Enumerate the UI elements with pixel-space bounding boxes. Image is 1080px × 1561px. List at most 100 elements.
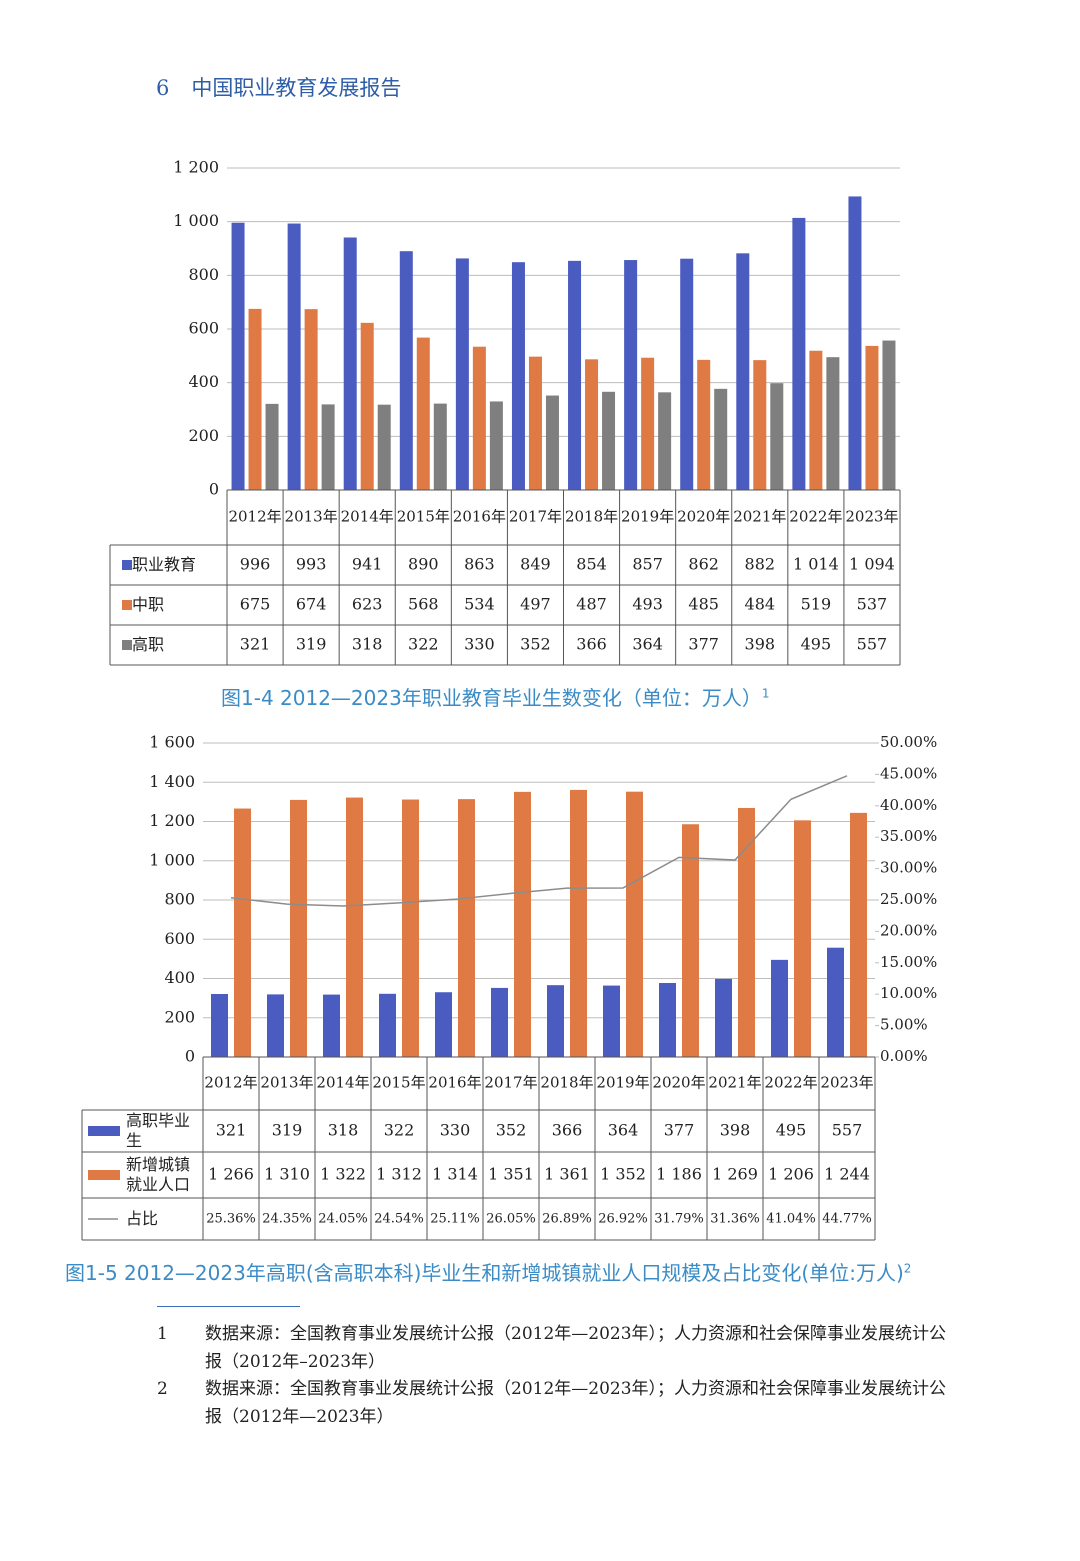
bar [736,253,750,490]
y2-tick-label: 15.00% [880,953,937,971]
y-tick-label: 1 400 [149,772,195,791]
bar [528,356,542,490]
x-tick-label: 2018年 [565,508,618,526]
x-tick-label: 2016年 [453,508,506,526]
x-tick-label: 2016年 [428,1074,481,1092]
bar [547,985,564,1057]
bar [323,994,340,1057]
table-value: 941 [352,555,383,574]
table-value: 352 [496,1121,527,1140]
y2-tick-label: 0.00% [880,1047,928,1065]
bar [511,262,525,490]
y-tick-label: 600 [188,319,219,338]
bar [433,403,447,490]
bar [472,346,486,490]
table-value: 537 [857,595,888,614]
legend-label: 新增城镇就业人口 [126,1155,191,1194]
bar [234,808,251,1057]
table-value: 495 [801,635,832,654]
y2-tick-label: 30.00% [880,859,937,877]
table-value: 330 [440,1121,471,1140]
y2-tick-label: 50.00% [880,733,937,751]
table-value: 1 244 [824,1165,870,1184]
footnote: 2 数据来源：全国教育事业发展统计公报（2012年—2023年）；人力资源和社会保… [157,1375,947,1431]
bar [545,395,559,490]
y-tick-label: 600 [164,929,195,948]
y-tick-label: 400 [164,968,195,987]
footnote-number: 1 [157,1324,168,1344]
caption-note: 2 [903,1261,912,1276]
table-value: 364 [608,1121,639,1140]
table-value: 322 [408,635,439,654]
table-value: 1 351 [488,1165,534,1184]
table-value: 26.92% [598,1212,648,1227]
table-value: 996 [240,555,271,574]
bar [346,797,363,1057]
table-value: 487 [576,595,607,614]
y-tick-label: 1 200 [173,158,219,177]
table-value: 398 [745,635,776,654]
table-value: 882 [745,555,776,574]
y-tick-label: 1 200 [149,811,195,830]
figure-caption: 图1-5 2012—2023年高职(含高职本科)毕业生和新增城镇就业人口规模及占… [65,1257,911,1286]
table-value: 557 [857,635,888,654]
bar [714,388,728,490]
legend-key [122,640,132,650]
table-value: 1 361 [544,1165,590,1184]
legend-label: 占比 [126,1209,159,1228]
legend-label: 高职毕业生 [126,1111,191,1150]
x-tick-label: 2012年 [228,508,281,526]
bar [570,789,587,1057]
footnote: 1 数据来源：全国教育事业发展统计公报（2012年—2023年）；人力资源和社会保… [157,1320,947,1376]
bar [455,258,469,490]
bar [848,196,862,490]
legend-key [122,600,132,610]
table-value: 26.89% [542,1212,592,1227]
caption-note: 1 [761,686,770,701]
bar [641,357,655,490]
table-value: 321 [240,635,271,654]
table-value: 623 [352,595,383,614]
bar [287,223,301,491]
bar [321,404,335,490]
table-value: 519 [801,595,832,614]
x-tick-label: 2023年 [845,508,898,526]
bar [248,308,262,490]
y2-tick-label: 20.00% [880,921,937,939]
x-tick-label: 2020年 [677,508,730,526]
legend-key [88,1170,120,1180]
legend-cell: 占比 [126,1209,159,1228]
bar [416,337,430,490]
table-value: 41.04% [766,1212,816,1227]
y2-tick-label: 5.00% [880,1016,928,1034]
y-tick-label: 1 600 [149,733,195,752]
table-value: 493 [632,595,663,614]
bar [304,309,318,490]
table-value: 497 [520,595,551,614]
bar [770,383,784,490]
table-value: 24.35% [262,1212,312,1227]
legend-key [88,1126,120,1136]
legend-cell: 高职毕业生 [126,1111,191,1150]
bar [585,359,599,490]
table-value: 31.36% [710,1212,760,1227]
table-value: 377 [688,635,719,654]
table-value: 31.79% [654,1212,704,1227]
table-value: 485 [688,595,719,614]
page-number: 6 [156,76,170,100]
legend-cell: 高职 [132,635,164,654]
bar [626,791,643,1057]
bar [827,947,844,1057]
table-value: 674 [296,595,327,614]
table-value: 1 269 [712,1165,758,1184]
bar [771,959,788,1057]
legend-key [122,560,132,570]
bar [682,824,699,1057]
running-header: 6 中国职业教育发展报告 [156,72,401,102]
table-value: 1 314 [432,1165,478,1184]
bar [658,392,672,490]
footnote-text: 数据来源：全国教育事业发展统计公报（2012年—2023年）；人力资源和社会保障… [205,1324,947,1372]
table-value: 1 014 [793,555,839,574]
